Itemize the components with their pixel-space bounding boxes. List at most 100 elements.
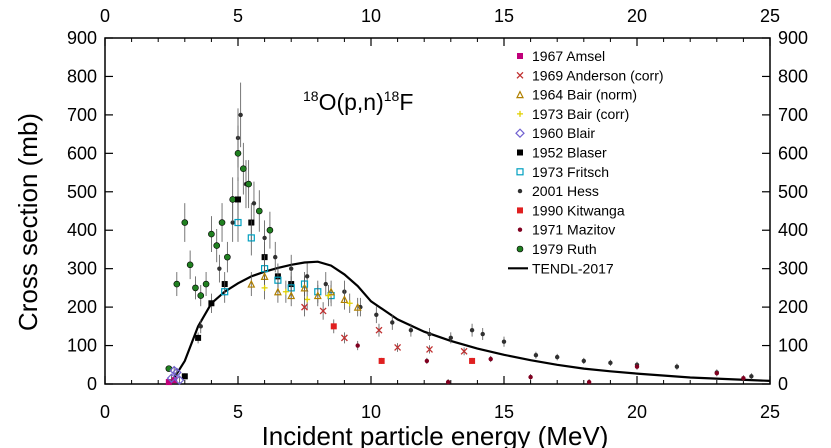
- point-1971-mazitov: [424, 358, 430, 364]
- x-tick-label-top: 10: [361, 6, 381, 26]
- point-1964-bair-norm: [273, 287, 282, 296]
- point-1979-ruth: [197, 292, 205, 299]
- y-tick-label-left: 100: [67, 336, 97, 356]
- point-1979-ruth: [192, 284, 199, 292]
- data-points-layer: [165, 82, 754, 386]
- point-1971-mazitov: [586, 379, 592, 385]
- point-2001-hess: [608, 360, 613, 366]
- y-tick-label-right: 300: [778, 259, 808, 279]
- point-1952-blaser: [181, 373, 188, 380]
- legend-marker-1952-blaser: [517, 149, 523, 156]
- legend-label-1969-anderson-corr: 1969 Anderson (corr): [532, 67, 664, 83]
- point-2001-hess: [674, 364, 680, 369]
- point-1960-blair: [174, 375, 185, 386]
- x-tick-label-top: 25: [760, 6, 780, 26]
- point-2001-hess: [230, 220, 235, 225]
- point-1979-ruth: [181, 219, 189, 226]
- point-2001-hess: [533, 352, 539, 358]
- point-1971-mazitov: [355, 343, 360, 348]
- point-1979-ruth: [213, 242, 221, 249]
- legend-marker-1990-kitwanga: [517, 207, 523, 214]
- point-2001-hess: [374, 312, 379, 317]
- x-tick-label-bottom: 0: [100, 402, 110, 422]
- point-2001-hess: [273, 254, 278, 260]
- legend-marker-1979-ruth: [516, 245, 524, 253]
- y-tick-label-left: 600: [67, 143, 97, 163]
- point-1964-bair-norm: [313, 291, 322, 300]
- plot-frame: [104, 37, 771, 385]
- point-1969-anderson-corr: [426, 345, 433, 353]
- point-1964-bair-norm: [247, 279, 256, 288]
- point-1979-ruth: [224, 253, 231, 261]
- legend-label-1964-bair-norm: 1964 Bair (norm): [532, 87, 637, 103]
- point-2001-hess: [304, 274, 310, 279]
- point-2001-hess: [581, 358, 586, 364]
- legend-label-1952-blaser: 1952 Blaser: [532, 145, 607, 161]
- legend-marker-2001-hess: [517, 188, 523, 194]
- point-2001-hess: [323, 281, 328, 287]
- tendl-curve-layer: [170, 260, 771, 383]
- point-1969-anderson-corr: [301, 303, 308, 311]
- point-1971-mazitov: [714, 371, 719, 376]
- legend-marker-1964-bair-norm: [516, 90, 524, 99]
- y-tick-label-right: 700: [778, 105, 808, 125]
- x-axis-label: Incident particle energy (MeV): [262, 421, 609, 448]
- y-tick-label-right: 400: [778, 220, 808, 240]
- point-2001-hess: [480, 331, 485, 337]
- legend-marker-1960-blair: [515, 128, 525, 139]
- point-1973-bair-corr: [325, 292, 332, 299]
- y-tick-label-left: 500: [67, 182, 97, 202]
- tendl-2017-curve: [170, 260, 771, 383]
- point-1979-ruth: [229, 196, 236, 203]
- y-tick-label-right: 900: [778, 28, 808, 48]
- point-1973-bair-corr: [346, 300, 353, 307]
- y-tick-label-left: 700: [67, 105, 97, 125]
- legend-label-2001-hess: 2001 Hess: [532, 183, 599, 199]
- point-2001-hess: [408, 327, 414, 333]
- point-1960-blair: [171, 367, 182, 378]
- y-tick-label-right: 800: [778, 66, 808, 86]
- point-2001-hess: [427, 331, 432, 337]
- point-1973-fritsch: [247, 234, 255, 242]
- point-2001-hess: [501, 339, 507, 344]
- legend: 1967 Amsel 1969 Anderson (corr) 1964 Bair …: [508, 48, 664, 276]
- y-tick-label-left: 400: [67, 220, 97, 240]
- point-1979-ruth: [240, 165, 247, 173]
- point-1960-blair: [166, 373, 177, 384]
- point-1973-bair-corr: [304, 296, 311, 303]
- x-tick-label-bottom: 20: [627, 402, 647, 422]
- point-1969-anderson-corr: [460, 347, 468, 355]
- point-1979-ruth: [186, 261, 194, 269]
- point-1971-mazitov: [634, 364, 640, 369]
- point-1979-ruth: [218, 219, 226, 226]
- point-1971-mazitov: [741, 376, 746, 381]
- x-tick-label-top: 15: [494, 6, 514, 26]
- point-1969-anderson-corr: [394, 344, 402, 351]
- legend-label-1979-ruth: 1979 Ruth: [532, 241, 597, 257]
- legend-marker-1967-amsel: [517, 53, 523, 59]
- point-1979-ruth: [255, 207, 263, 215]
- point-2001-hess: [469, 327, 475, 333]
- point-2001-hess: [251, 201, 257, 206]
- point-2001-hess: [390, 320, 395, 325]
- x-tick-label-bottom: 5: [233, 402, 243, 422]
- y-tick-label-left: 0: [87, 374, 97, 394]
- y-tick-label-right: 500: [778, 182, 808, 202]
- point-1990-kitwanga: [378, 357, 385, 364]
- y-tick-label-right: 200: [778, 297, 808, 317]
- y-tick-label-left: 300: [67, 259, 97, 279]
- legend-marker-1969-anderson-corr: [516, 71, 524, 79]
- y-tick-label-right: 100: [778, 336, 808, 356]
- point-1952-blaser: [208, 300, 215, 307]
- y-tick-label-left: 800: [67, 66, 97, 86]
- point-2001-hess: [217, 266, 222, 271]
- point-1964-bair-norm: [287, 291, 296, 300]
- legend-label-1960-blair: 1960 Blair: [532, 125, 595, 141]
- point-2001-hess: [555, 354, 560, 360]
- point-1990-kitwanga: [330, 323, 337, 330]
- y-tick-label-right: 600: [778, 143, 808, 163]
- legend-label-1971-mazitov: 1971 Mazitov: [532, 222, 615, 238]
- legend-marker-1971-mazitov: [517, 227, 523, 232]
- point-2001-hess: [262, 235, 267, 241]
- x-tick-label-bottom: 10: [361, 402, 381, 422]
